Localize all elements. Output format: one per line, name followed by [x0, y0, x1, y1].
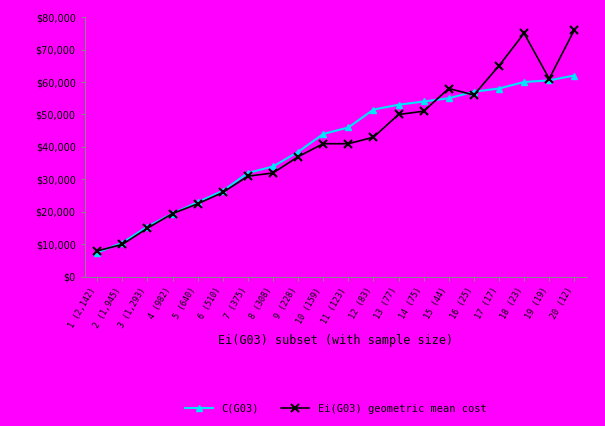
C(G03) — [345, 125, 352, 130]
Ei(G03) geometric mean cost — [244, 174, 252, 179]
Ei(G03) geometric mean cost — [144, 226, 151, 231]
Ei(G03) geometric mean cost — [370, 135, 377, 140]
C(G03) — [546, 78, 553, 83]
C(G03) — [144, 224, 151, 229]
Ei(G03) geometric mean cost — [445, 86, 453, 91]
C(G03) — [520, 79, 528, 84]
Ei(G03) geometric mean cost — [520, 31, 528, 36]
Ei(G03) geometric mean cost — [219, 190, 226, 195]
Ei(G03) geometric mean cost — [94, 248, 101, 253]
C(G03) — [269, 164, 276, 169]
C(G03) — [219, 188, 226, 193]
Line: C(G03): C(G03) — [94, 72, 578, 256]
C(G03) — [571, 73, 578, 78]
Ei(G03) geometric mean cost — [571, 27, 578, 33]
C(G03) — [295, 149, 302, 154]
X-axis label: Ei(G03) subset (with sample size): Ei(G03) subset (with sample size) — [218, 334, 453, 347]
Ei(G03) geometric mean cost — [345, 141, 352, 146]
C(G03) — [119, 240, 126, 245]
C(G03) — [319, 131, 327, 136]
Ei(G03) geometric mean cost — [470, 92, 477, 98]
Ei(G03) geometric mean cost — [319, 141, 327, 146]
C(G03) — [94, 250, 101, 255]
C(G03) — [244, 170, 252, 176]
Ei(G03) geometric mean cost — [169, 211, 176, 216]
Ei(G03) geometric mean cost — [194, 201, 201, 206]
C(G03) — [169, 211, 176, 216]
Ei(G03) geometric mean cost — [269, 170, 276, 176]
C(G03) — [445, 96, 453, 101]
Ei(G03) geometric mean cost — [395, 112, 402, 117]
C(G03) — [194, 200, 201, 205]
Ei(G03) geometric mean cost — [420, 109, 427, 114]
Ei(G03) geometric mean cost — [295, 154, 302, 159]
Ei(G03) geometric mean cost — [546, 76, 553, 81]
Line: Ei(G03) geometric mean cost: Ei(G03) geometric mean cost — [93, 26, 578, 255]
C(G03) — [370, 107, 377, 112]
C(G03) — [495, 86, 503, 91]
Ei(G03) geometric mean cost — [119, 242, 126, 247]
Legend: C(G03), Ei(G03) geometric mean cost: C(G03), Ei(G03) geometric mean cost — [180, 400, 491, 418]
C(G03) — [470, 89, 477, 94]
C(G03) — [420, 99, 427, 104]
Ei(G03) geometric mean cost — [495, 63, 503, 68]
C(G03) — [395, 102, 402, 107]
